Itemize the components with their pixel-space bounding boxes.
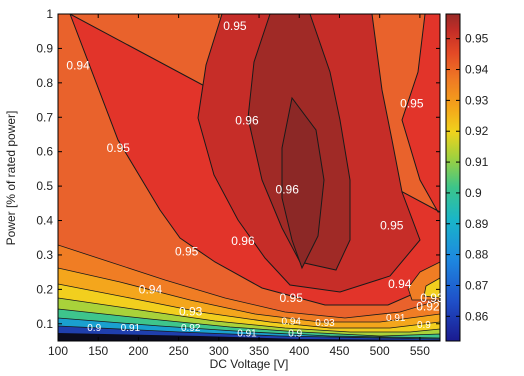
x-tick-label: 200 [128,344,148,358]
x-tick-label: 400 [289,344,309,358]
contour-label: 0.91 [386,313,406,324]
colorbar-tick-label: 0.92 [465,124,489,138]
colorbar-tick-label: 0.94 [465,63,489,77]
contour-label: 0.96 [235,114,259,128]
contour-label: 0.95 [400,96,424,110]
contour-label: 0.9 [87,323,101,334]
y-axis-label: Power [% of rated power] [4,111,18,246]
contour-label: 0.95 [223,19,247,33]
colorbar-tick-label: 0.88 [465,248,489,262]
contour-label: 0.96 [231,234,255,248]
y-tick-label: 0.6 [36,145,53,159]
y-tick-label: 0.7 [36,110,53,124]
contour-label: 0.94 [388,277,412,291]
region-0-962 [281,96,325,270]
x-tick-label: 100 [48,344,68,358]
colorbar: 0.86 0.87 0.88 0.89 0.9 0.91 0.92 0.93 0.94 0.95 [445,13,489,342]
contour-plot-area [58,14,440,341]
colorbar-tick-label: 0.86 [465,309,489,323]
x-axis-label: DC Voltage [V] [210,357,289,371]
y-tick-label: 0.9 [36,41,53,55]
plot-frame [57,13,441,342]
contour-label: 0.95 [380,219,404,233]
y-tick-label: 0.8 [36,76,53,90]
contour-label: 0.94 [281,316,301,327]
contour-labels: 0.95 0.94 0.95 0.96 0.95 0.96 0.96 0.95 0.95 0.94… [66,19,444,339]
contour-label: 0.91 [237,328,257,339]
colorbar-ticks: 0.86 0.87 0.88 0.89 0.9 0.91 0.92 0.93 0.94 0.95 [446,32,489,323]
contour-label: 0.95 [107,141,131,155]
contour-label: 0.9 [288,328,302,339]
colorbar-tick-label: 0.89 [465,217,489,231]
contour-label: 0.93 [420,291,444,305]
colorbar-gradient [445,13,461,342]
colorbar-tick-label: 0.9 [465,186,482,200]
x-tick-label: 500 [370,344,390,358]
band-right-0-91 [423,277,440,299]
contour-label: 0.94 [66,59,90,73]
x-tick-label: 150 [88,344,108,358]
colorbar-tick-label: 0.95 [465,32,489,46]
contour-label: 0.92 [416,300,440,314]
contour-label: 0.96 [276,183,300,197]
x-tick-label: 350 [249,344,269,358]
contour-label: 0.91 [121,323,141,334]
contour-label: 0.95 [280,291,304,305]
y-tick-label: 0.4 [36,214,53,228]
y-tick-label: 0.5 [36,179,53,193]
x-axis-ticks: 100 150 200 250 300 350 400 450 500 550 [48,14,430,358]
x-tick-label: 450 [329,344,349,358]
contour-label: 0.94 [139,282,163,296]
colorbar-tick-label: 0.93 [465,93,489,107]
y-axis-ticks: 0.10.20.30.40.50.60.70.80.91 [36,7,440,331]
x-tick-label: 550 [410,344,430,358]
contour-label: 0.92 [181,323,201,334]
colorbar-tick-label: 0.91 [465,155,489,169]
contour-label: 0.9 [417,320,431,331]
contour-label: 0.93 [315,318,335,329]
y-tick-label: 1 [46,7,53,21]
y-tick-label: 0.2 [36,282,53,296]
band-dark [58,333,440,341]
contour-label: 0.93 [179,305,203,319]
x-tick-label: 250 [169,344,189,358]
x-tick-label: 300 [209,344,229,358]
colorbar-tick-label: 0.87 [465,278,489,292]
contour-label: 0.95 [175,245,199,259]
y-tick-label: 0.1 [36,317,53,331]
y-tick-label: 0.3 [36,248,53,262]
